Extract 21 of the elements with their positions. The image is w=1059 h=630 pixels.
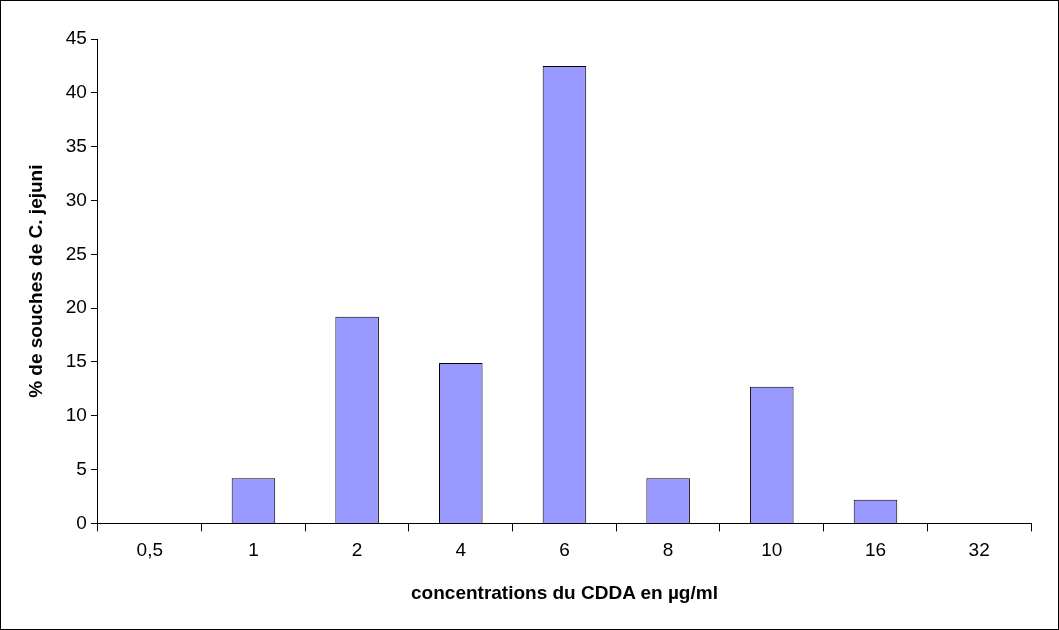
y-tick-label: 5 [76, 457, 87, 479]
y-tick-label: 15 [65, 350, 87, 372]
y-tick-label: 20 [65, 296, 87, 318]
x-tick-label: 10 [761, 539, 783, 561]
y-tick-label: 30 [65, 188, 87, 210]
x-tick-label: 8 [662, 539, 674, 561]
x-tick-label: 1 [248, 539, 259, 561]
x-tick-label: 32 [968, 539, 990, 561]
x-tick-label: 6 [559, 539, 570, 561]
x-tick-label: 16 [864, 539, 887, 561]
y-axis-title: % de souches de C. jejuni [24, 164, 46, 398]
y-tick-label: 35 [65, 134, 87, 156]
x-tick-label: 4 [455, 539, 467, 561]
y-tick-label: 25 [65, 242, 87, 264]
x-tick-label: 2 [351, 539, 363, 561]
y-tick-label: 10 [65, 403, 87, 425]
x-tick-label: 0,5 [136, 539, 163, 561]
y-tick-label: 45 [65, 27, 87, 49]
x-axis-title: concentrations du CDDA en µg/ml [411, 581, 718, 603]
y-tick-label: 0 [76, 511, 87, 533]
y-tick-label: 40 [65, 81, 87, 103]
